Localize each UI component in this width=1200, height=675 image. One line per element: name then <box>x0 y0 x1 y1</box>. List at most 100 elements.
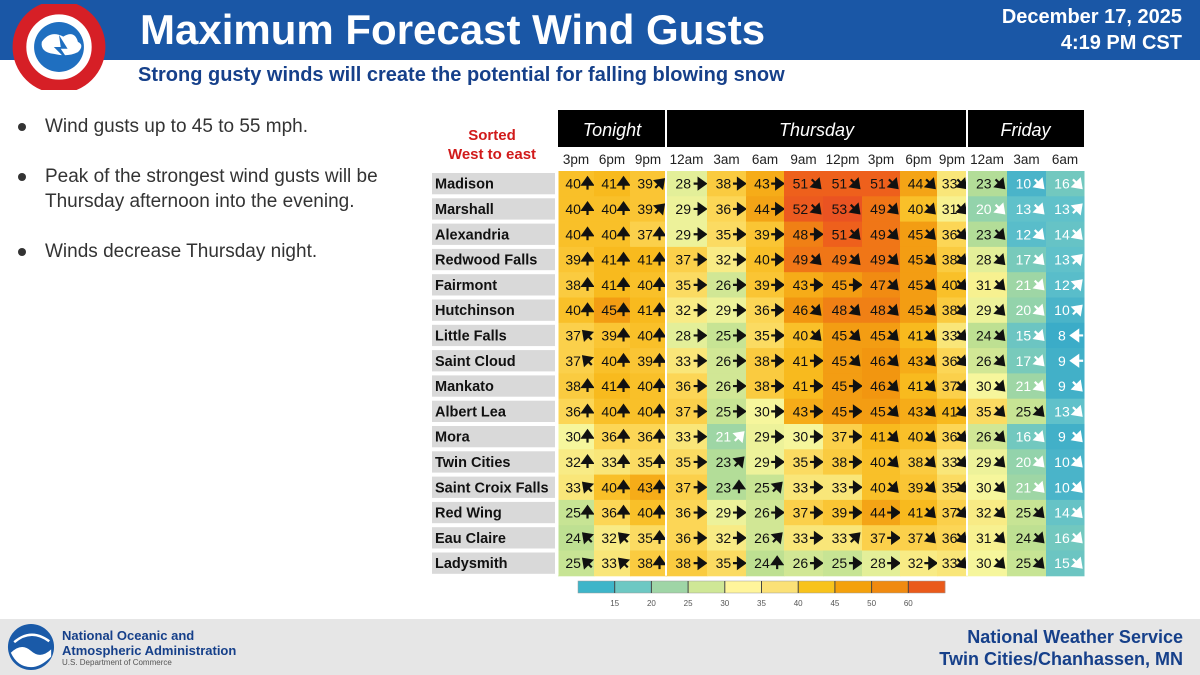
legend-tick-label: 30 <box>720 599 729 608</box>
gust-value: 20 <box>1016 302 1032 318</box>
wind-arrow-icon <box>886 177 899 190</box>
gust-value: 36 <box>716 201 732 217</box>
gust-value: 25 <box>716 403 732 419</box>
gust-value: 44 <box>870 505 886 521</box>
wind-arrow-icon <box>955 354 968 367</box>
city-label-bg <box>432 451 555 473</box>
gust-value: 41 <box>908 327 924 343</box>
gust-value: 37 <box>942 505 958 521</box>
wind-arrow-icon <box>848 532 861 545</box>
gust-value: 40 <box>637 277 653 293</box>
wind-arrow-icon <box>652 529 667 544</box>
gust-value: 40 <box>870 454 886 470</box>
wind-arrow-icon <box>848 429 863 444</box>
wind-arrow-icon <box>616 352 631 367</box>
city-label: Albert Lea <box>435 404 507 420</box>
city-label-bg <box>432 173 555 195</box>
wind-arrow-icon <box>617 557 631 570</box>
gust-value: 49 <box>870 201 886 217</box>
wind-arrow-icon <box>693 201 708 217</box>
gust-value: 15 <box>1054 555 1070 571</box>
gust-value: 41 <box>601 277 617 293</box>
wind-arrow-icon <box>955 556 968 569</box>
gust-value: 41 <box>601 176 617 192</box>
wind-arrow-icon <box>993 227 1006 240</box>
day-header-friday <box>967 110 1084 147</box>
time-label: 6pm <box>599 152 625 167</box>
gust-value: 30 <box>976 378 992 394</box>
wind-arrow-icon <box>1070 177 1083 190</box>
gust-value: 10 <box>1054 479 1070 495</box>
wind-arrow-icon <box>1032 278 1045 291</box>
wind-arrow-icon <box>771 404 786 419</box>
wind-arrow-icon <box>886 328 899 342</box>
bullet-item: Winds decrease Thursday night. <box>14 239 384 264</box>
footer-bar <box>0 619 1200 675</box>
wind-arrow-icon <box>809 429 824 444</box>
gust-value: 45 <box>601 302 617 318</box>
city-label-bg <box>432 552 555 574</box>
gust-value: 40 <box>637 327 653 343</box>
wind-arrow-icon <box>652 276 667 291</box>
wind-arrow-icon <box>652 454 667 468</box>
wind-arrow-icon <box>616 251 631 266</box>
gust-value: 37 <box>942 378 958 394</box>
gust-value: 48 <box>793 226 809 242</box>
gust-value: 32 <box>908 555 924 571</box>
gust-value: 45 <box>832 353 848 369</box>
wind-arrow-icon <box>848 303 861 316</box>
city-label: Redwood Falls <box>435 253 537 269</box>
wind-arrow-icon <box>886 455 899 468</box>
wind-arrow-icon <box>732 404 747 419</box>
wind-arrow-icon <box>923 404 936 417</box>
gust-value: 47 <box>870 277 886 293</box>
gust-value: 49 <box>870 226 886 242</box>
gust-value: 36 <box>942 353 958 369</box>
wind-arrow-icon <box>993 506 1006 519</box>
city-label: Mankato <box>435 379 494 395</box>
gust-value: 39 <box>637 176 653 192</box>
gust-value: 43 <box>793 277 809 293</box>
noaa-line2: Atmospheric Administration <box>62 643 237 658</box>
city-label: Fairmont <box>435 278 497 294</box>
wind-arrow-icon <box>581 355 595 368</box>
gust-value: 23 <box>976 176 992 192</box>
wind-arrow-icon <box>1070 279 1083 292</box>
wind-arrow-icon <box>652 251 667 266</box>
wind-arrow-icon <box>616 302 631 317</box>
wind-arrow-icon <box>770 532 783 545</box>
gust-value: 15 <box>1016 327 1032 343</box>
gust-value: 16 <box>1054 530 1070 546</box>
wind-arrow-icon <box>923 354 936 367</box>
wind-arrow-icon <box>809 353 824 368</box>
wind-arrow-icon <box>693 176 708 191</box>
gust-value: 23 <box>716 454 732 470</box>
wind-arrow-icon <box>923 278 936 291</box>
wind-arrow-icon <box>886 278 899 291</box>
wind-arrow-icon <box>616 175 631 190</box>
gust-value: 33 <box>565 479 581 495</box>
wind-arrow-icon <box>955 202 968 215</box>
wind-arrow-icon <box>652 555 667 570</box>
wind-arrow-icon <box>955 177 968 190</box>
wind-arrow-icon <box>1070 506 1083 519</box>
time-label: 3am <box>713 152 739 167</box>
city-label: Eau Claire <box>435 531 506 547</box>
gust-value: 33 <box>675 429 691 445</box>
issue-date: December 17, 2025 <box>1001 6 1182 28</box>
bullet-item: Wind gusts up to 45 to 55 mph. <box>14 114 384 139</box>
wind-arrow-icon <box>580 276 595 291</box>
gust-value: 37 <box>637 226 653 242</box>
wind-arrow-icon <box>771 454 786 470</box>
gust-value: 29 <box>976 454 992 470</box>
gust-value: 33 <box>832 479 848 495</box>
city-label: Hutchinson <box>435 303 515 319</box>
wind-arrow-icon <box>652 504 667 519</box>
wind-arrow-icon <box>1032 404 1045 417</box>
wind-arrow-icon <box>693 252 708 267</box>
wind-arrow-icon <box>1032 556 1045 569</box>
gust-value: 26 <box>716 378 732 394</box>
wind-arrow-icon <box>732 176 747 191</box>
time-label: 3pm <box>868 152 894 167</box>
gust-value: 40 <box>637 378 653 394</box>
